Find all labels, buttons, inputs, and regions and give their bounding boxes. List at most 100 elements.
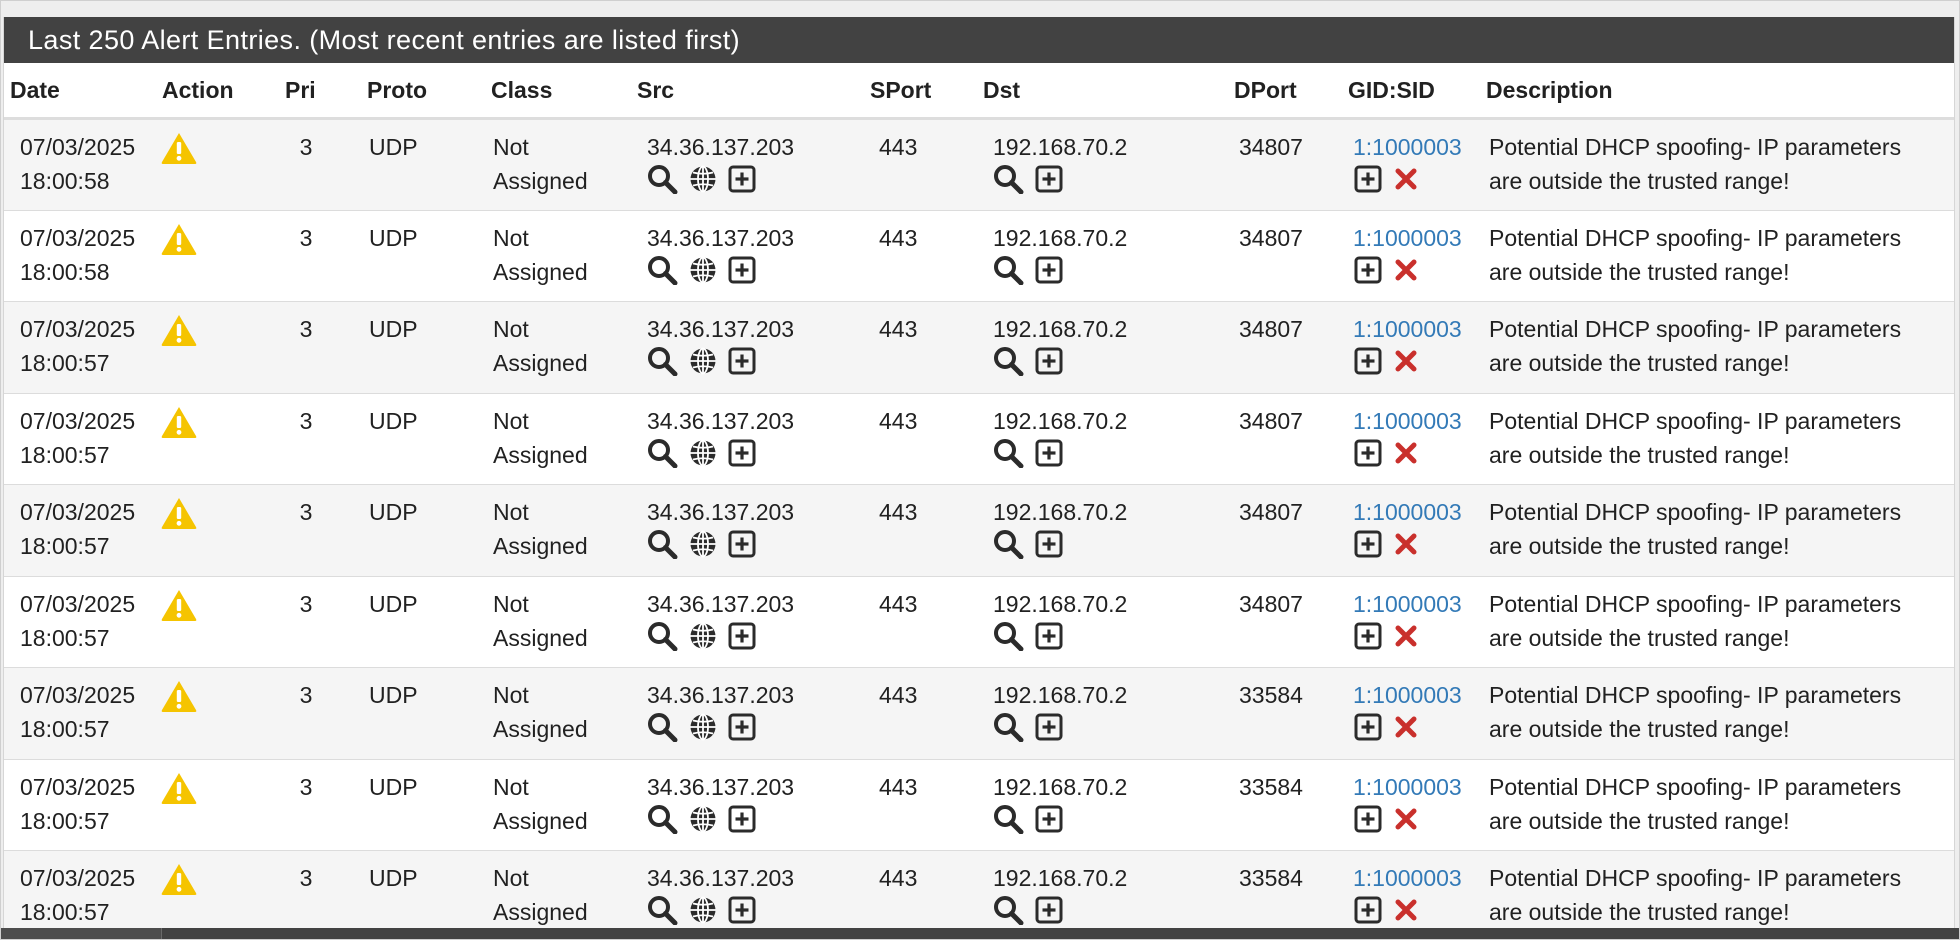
- priority-cell: 3: [279, 301, 361, 394]
- alert-time: 18:00:57: [20, 533, 110, 559]
- plus-square-icon[interactable]: [727, 804, 757, 834]
- plus-square-icon[interactable]: [727, 529, 757, 559]
- plus-square-icon[interactable]: [1034, 346, 1064, 376]
- plus-square-icon[interactable]: [1034, 438, 1064, 468]
- description-line-2: are outside the trusted range!: [1489, 899, 1790, 925]
- plus-square-icon[interactable]: [1353, 346, 1383, 376]
- times-icon[interactable]: [1392, 164, 1420, 194]
- search-icon[interactable]: [993, 346, 1025, 376]
- sid-link[interactable]: 1:1000003: [1353, 682, 1462, 708]
- plus-square-icon[interactable]: [727, 255, 757, 285]
- search-icon[interactable]: [647, 712, 679, 742]
- times-icon[interactable]: [1392, 712, 1420, 742]
- plus-square-icon[interactable]: [1353, 895, 1383, 925]
- search-icon[interactable]: [647, 621, 679, 651]
- plus-square-icon[interactable]: [1353, 255, 1383, 285]
- times-icon[interactable]: [1392, 804, 1420, 834]
- search-icon[interactable]: [993, 529, 1025, 559]
- globe-icon[interactable]: [688, 804, 718, 834]
- class-line-2: Assigned: [493, 807, 588, 834]
- column-header-dst[interactable]: Dst: [977, 63, 1228, 120]
- plus-square-icon[interactable]: [727, 346, 757, 376]
- plus-square-icon[interactable]: [727, 621, 757, 651]
- class-line-1: Not: [493, 224, 529, 251]
- plus-square-icon[interactable]: [1034, 164, 1064, 194]
- sid-link[interactable]: 1:1000003: [1353, 865, 1462, 891]
- times-icon[interactable]: [1392, 255, 1420, 285]
- plus-square-icon[interactable]: [1034, 621, 1064, 651]
- column-header-description[interactable]: Description: [1480, 63, 1954, 120]
- plus-square-icon[interactable]: [1034, 712, 1064, 742]
- sid-link[interactable]: 1:1000003: [1353, 316, 1462, 342]
- column-header-pri[interactable]: Pri: [279, 63, 361, 120]
- alert-date: 07/03/2025: [20, 499, 136, 525]
- column-header-sport[interactable]: SPort: [864, 63, 977, 120]
- globe-icon[interactable]: [688, 255, 718, 285]
- search-icon[interactable]: [993, 255, 1025, 285]
- times-icon[interactable]: [1392, 529, 1420, 559]
- search-icon[interactable]: [647, 529, 679, 559]
- plus-square-icon[interactable]: [1353, 438, 1383, 468]
- description-cell: Potential DHCP spoofing- IP parameters a…: [1480, 484, 1954, 577]
- plus-square-icon[interactable]: [727, 712, 757, 742]
- dport-cell: 34807: [1228, 393, 1342, 485]
- plus-square-icon[interactable]: [1353, 804, 1383, 834]
- globe-icon[interactable]: [688, 621, 718, 651]
- globe-icon[interactable]: [688, 712, 718, 742]
- plus-square-icon[interactable]: [1353, 164, 1383, 194]
- globe-icon[interactable]: [688, 164, 718, 194]
- column-header-dport[interactable]: DPort: [1228, 63, 1342, 120]
- src-ip: 34.36.137.203: [647, 865, 795, 891]
- sid-link[interactable]: 1:1000003: [1353, 499, 1462, 525]
- sid-link[interactable]: 1:1000003: [1353, 407, 1462, 434]
- plus-square-icon[interactable]: [1034, 255, 1064, 285]
- sid-link[interactable]: 1:1000003: [1353, 590, 1462, 617]
- times-icon[interactable]: [1392, 895, 1420, 925]
- search-icon[interactable]: [647, 438, 679, 468]
- scroll-handle[interactable]: [1, 928, 162, 939]
- search-icon[interactable]: [647, 895, 679, 925]
- column-header-class[interactable]: Class: [485, 63, 631, 120]
- plus-square-icon[interactable]: [727, 438, 757, 468]
- times-icon[interactable]: [1392, 346, 1420, 376]
- column-header-date[interactable]: Date: [4, 63, 156, 120]
- plus-square-icon[interactable]: [727, 895, 757, 925]
- search-icon[interactable]: [993, 712, 1025, 742]
- plus-square-icon[interactable]: [1034, 895, 1064, 925]
- times-icon[interactable]: [1392, 621, 1420, 651]
- column-header-proto[interactable]: Proto: [361, 63, 485, 120]
- column-header-src[interactable]: Src: [631, 63, 864, 120]
- search-icon[interactable]: [993, 438, 1025, 468]
- search-icon[interactable]: [647, 255, 679, 285]
- plus-square-icon[interactable]: [1353, 712, 1383, 742]
- search-icon[interactable]: [993, 804, 1025, 834]
- class-line-2: Assigned: [493, 258, 588, 285]
- date-cell: 07/03/2025 18:00:57: [4, 850, 156, 939]
- search-icon[interactable]: [647, 804, 679, 834]
- column-header-action[interactable]: Action: [156, 63, 279, 120]
- sid-link[interactable]: 1:1000003: [1353, 134, 1462, 160]
- search-icon[interactable]: [647, 346, 679, 376]
- sport-cell: 443: [864, 393, 977, 485]
- times-icon[interactable]: [1392, 438, 1420, 468]
- globe-icon[interactable]: [688, 346, 718, 376]
- description-line-2: are outside the trusted range!: [1489, 441, 1790, 468]
- sid-link[interactable]: 1:1000003: [1353, 224, 1462, 251]
- plus-square-icon[interactable]: [1353, 621, 1383, 651]
- plus-square-icon[interactable]: [727, 164, 757, 194]
- class-line-2: Assigned: [493, 716, 588, 742]
- globe-icon[interactable]: [688, 895, 718, 925]
- globe-icon[interactable]: [688, 529, 718, 559]
- globe-icon[interactable]: [688, 438, 718, 468]
- search-icon[interactable]: [993, 621, 1025, 651]
- sid-link[interactable]: 1:1000003: [1353, 773, 1462, 800]
- column-header-gid-sid[interactable]: GID:SID: [1342, 63, 1480, 120]
- bottom-scroll-bar[interactable]: [1, 928, 1959, 939]
- search-icon[interactable]: [993, 895, 1025, 925]
- description-cell: Potential DHCP spoofing- IP parameters a…: [1480, 301, 1954, 394]
- search-icon[interactable]: [993, 164, 1025, 194]
- search-icon[interactable]: [647, 164, 679, 194]
- plus-square-icon[interactable]: [1034, 804, 1064, 834]
- plus-square-icon[interactable]: [1034, 529, 1064, 559]
- plus-square-icon[interactable]: [1353, 529, 1383, 559]
